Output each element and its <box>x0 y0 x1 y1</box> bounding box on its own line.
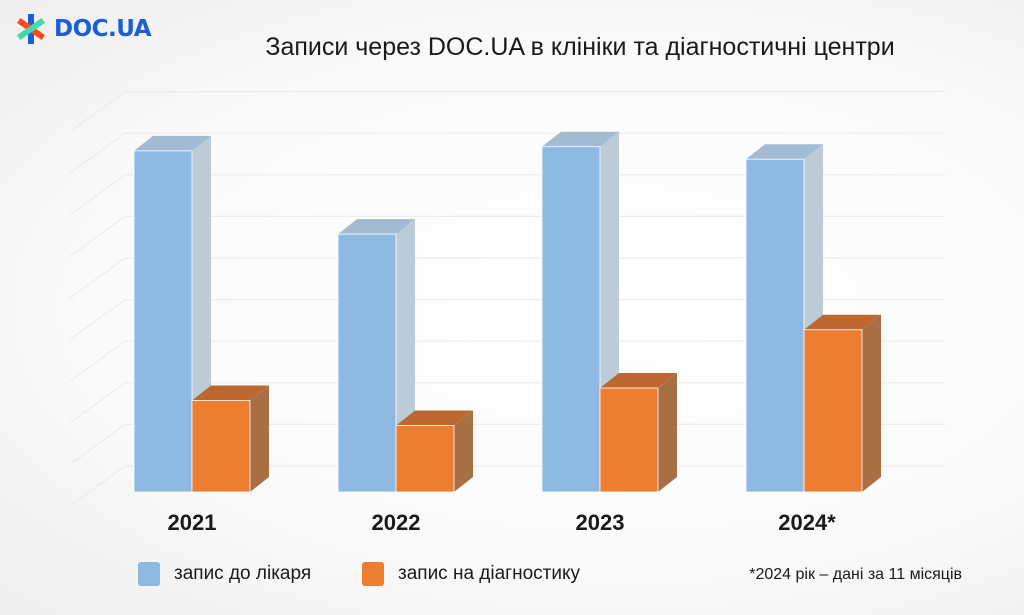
legend-item-doctor: запис до лікаря <box>138 562 311 586</box>
bar-top <box>542 131 619 147</box>
gridline-side <box>69 340 126 382</box>
gridline-side <box>69 382 126 424</box>
legend-label-diagnostics: запис на діагностику <box>398 563 581 584</box>
bar-top <box>396 410 473 426</box>
x-tick-label: 2022 <box>371 510 421 535</box>
bar-doctor-2023 <box>541 146 601 493</box>
gridline-side <box>69 91 126 133</box>
bar-side <box>250 385 269 492</box>
gridline-side <box>69 257 126 299</box>
footnote: *2024 рік – дані за 11 місяців <box>749 566 962 583</box>
bar-side <box>658 373 677 492</box>
bar-side <box>454 410 473 492</box>
bar-top <box>134 135 211 151</box>
logo-cross-icon <box>16 14 46 44</box>
legend-swatch-diagnostics <box>362 562 384 586</box>
gridline-side <box>69 215 126 257</box>
gridline-side <box>69 465 126 507</box>
bar-top <box>600 373 677 388</box>
bar-top <box>746 144 823 160</box>
gridline-side <box>69 132 126 174</box>
bar-doctor-2024 <box>745 158 805 493</box>
logo-text: DOC.UA <box>54 16 152 42</box>
legend-swatch-doctor <box>138 562 160 586</box>
x-tick-label: 2023 <box>575 510 625 535</box>
bar-doctor-2021 <box>133 150 193 493</box>
gridline-side <box>69 299 126 341</box>
bar-top <box>192 385 269 401</box>
gridline-side <box>69 174 126 216</box>
bar-diagnostics-2024 <box>803 329 863 493</box>
bar-diagnostics-2022 <box>395 425 455 493</box>
bar-diagnostics-2021 <box>191 400 251 493</box>
bar-top <box>804 314 881 330</box>
x-tick-label: 2021 <box>167 510 217 535</box>
chart-title: Записи через DOC.UA в клініки та діагнос… <box>265 33 895 61</box>
bar-doctor-2022 <box>337 233 397 493</box>
bar-diagnostics-2023 <box>599 387 659 493</box>
bar-side <box>862 314 881 492</box>
bar-top <box>338 219 415 235</box>
gridline-side <box>69 423 126 465</box>
legend-label-doctor: запис до лікаря <box>174 563 312 584</box>
x-tick-label: 2024* <box>778 510 836 535</box>
legend-item-diagnostics: запис на діагностику <box>362 562 580 586</box>
logo: DOC.UA <box>14 12 152 46</box>
